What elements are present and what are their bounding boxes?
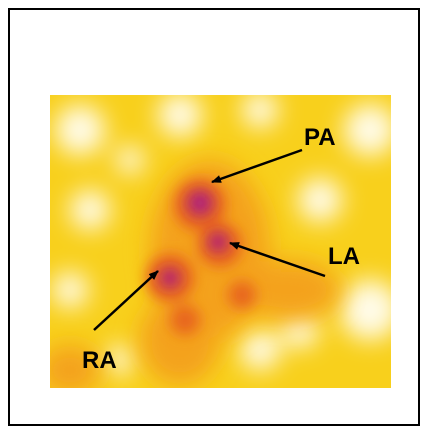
figure: PA LA RA [0,0,427,432]
label-pa: PA [304,124,336,151]
label-ra: RA [82,347,117,374]
label-la: LA [328,243,360,270]
page: PA LA RA (() => { const data = JSON.pars… [0,0,427,432]
